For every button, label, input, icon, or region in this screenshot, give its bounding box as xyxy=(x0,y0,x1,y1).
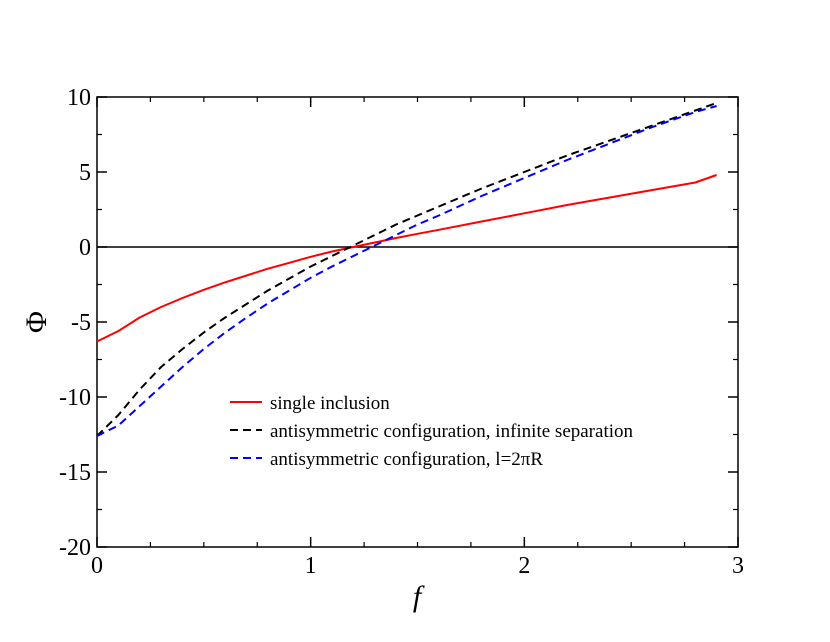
series-line-antisymmetric-2piR xyxy=(96,105,717,437)
x-tick-label: 1 xyxy=(305,553,317,579)
legend-label-antisymmetric-infinite: antisymmetric configuration, infinite se… xyxy=(270,421,634,442)
y-tick-label: -20 xyxy=(59,535,91,561)
y-tick-label: 0 xyxy=(79,235,91,261)
x-tick-label: 2 xyxy=(518,553,530,579)
legend-label-antisymmetric-2piR: antisymmetric configuration, l=2πR xyxy=(270,449,543,470)
legend: single inclusion antisymmetric configura… xyxy=(230,393,634,470)
axis-tick-labels: 0 1 2 3 -20 -15 -10 -5 0 5 10 xyxy=(59,85,744,579)
data-series xyxy=(96,102,717,437)
series-line-antisymmetric-infinite xyxy=(96,102,717,437)
y-tick-label: -10 xyxy=(59,385,91,411)
y-axis-label: Φ xyxy=(20,311,53,333)
axis-ticks xyxy=(96,96,739,548)
y-tick-label: -15 xyxy=(59,460,91,486)
y-tick-label: 5 xyxy=(79,160,91,186)
x-tick-label: 3 xyxy=(732,553,744,579)
series-line-single-inclusion xyxy=(96,174,717,343)
x-axis-label: f xyxy=(413,580,425,613)
legend-label-single-inclusion: single inclusion xyxy=(270,393,390,414)
y-tick-label: 10 xyxy=(67,85,91,111)
y-tick-label: -5 xyxy=(71,310,91,336)
x-tick-label: 0 xyxy=(91,553,103,579)
plot-frame xyxy=(96,96,739,548)
